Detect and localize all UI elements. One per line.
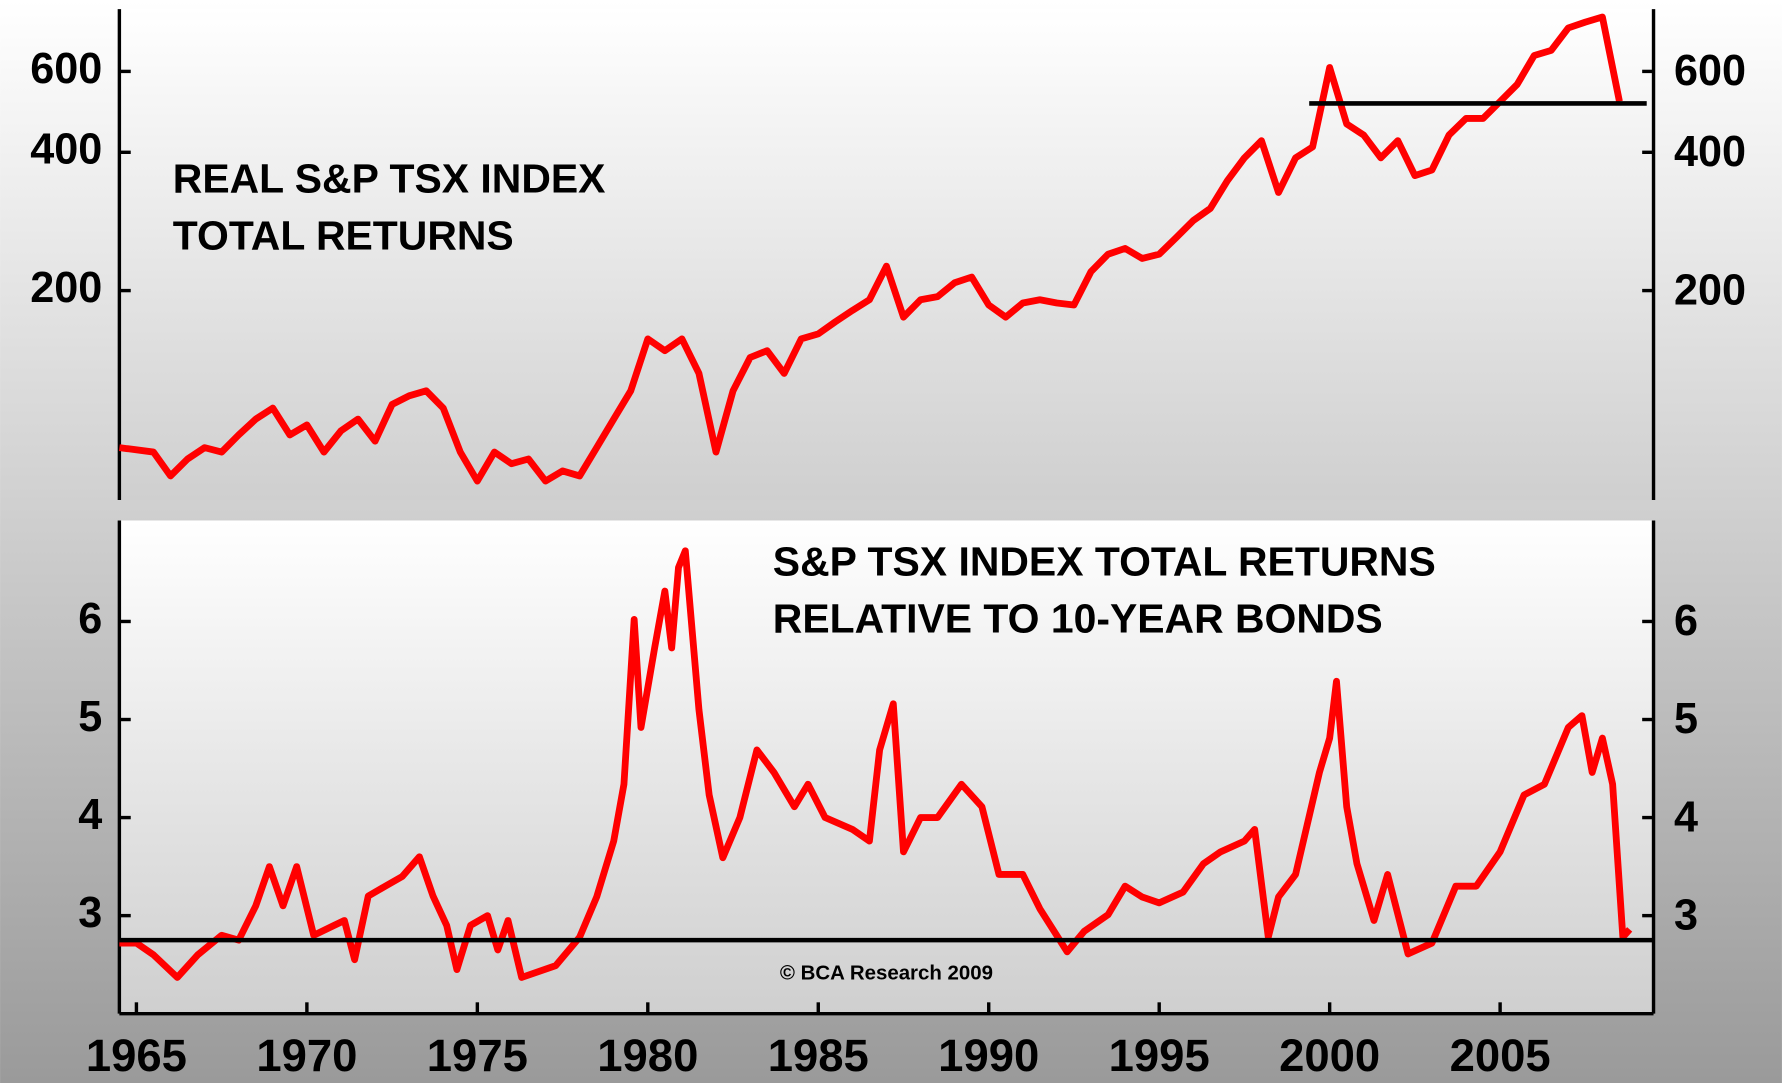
y2-tick-label: 600 — [1674, 47, 1746, 95]
y-tick-label: 4 — [78, 791, 102, 839]
x-tick-label: 1980 — [597, 1030, 698, 1081]
x-tick-label: 1990 — [938, 1030, 1039, 1081]
annotation: © BCA Research 2009 — [780, 961, 993, 984]
y-tick-label: 200 — [30, 264, 102, 312]
y-tick-label: 6 — [78, 595, 102, 643]
x-tick-label: 1970 — [256, 1030, 357, 1081]
y-tick-label: 400 — [30, 126, 102, 174]
data-line — [118, 13, 1623, 485]
x-tick-label: 1985 — [768, 1030, 869, 1081]
x-tick-label: 2005 — [1450, 1030, 1551, 1081]
y2-tick-label: 3 — [1674, 891, 1698, 939]
data-line — [119, 547, 1633, 981]
y2-tick-label: 5 — [1674, 695, 1698, 743]
chart-title: RELATIVE TO 10-YEAR BONDS — [773, 595, 1383, 641]
y2-tick-label: 200 — [1674, 266, 1746, 314]
x-tick-label: 2000 — [1279, 1030, 1380, 1081]
plot-area — [119, 520, 1654, 1014]
x-tick-label: 1995 — [1109, 1030, 1210, 1081]
y2-tick-label: 6 — [1674, 597, 1698, 645]
x-tick-label: 1975 — [427, 1030, 528, 1081]
plot-area — [119, 9, 1654, 501]
x-tick-label: 1965 — [86, 1030, 187, 1081]
chart-title: REAL S&P TSX INDEX — [173, 156, 606, 202]
y-tick-label: 3 — [78, 889, 102, 937]
y2-tick-label: 4 — [1674, 793, 1698, 841]
chart-title: TOTAL RETURNS — [173, 212, 514, 258]
y-tick-label: 5 — [78, 693, 102, 741]
y-tick-label: 600 — [30, 45, 102, 93]
chart-title: S&P TSX INDEX TOTAL RETURNS — [773, 539, 1436, 585]
y2-tick-label: 400 — [1674, 128, 1746, 176]
